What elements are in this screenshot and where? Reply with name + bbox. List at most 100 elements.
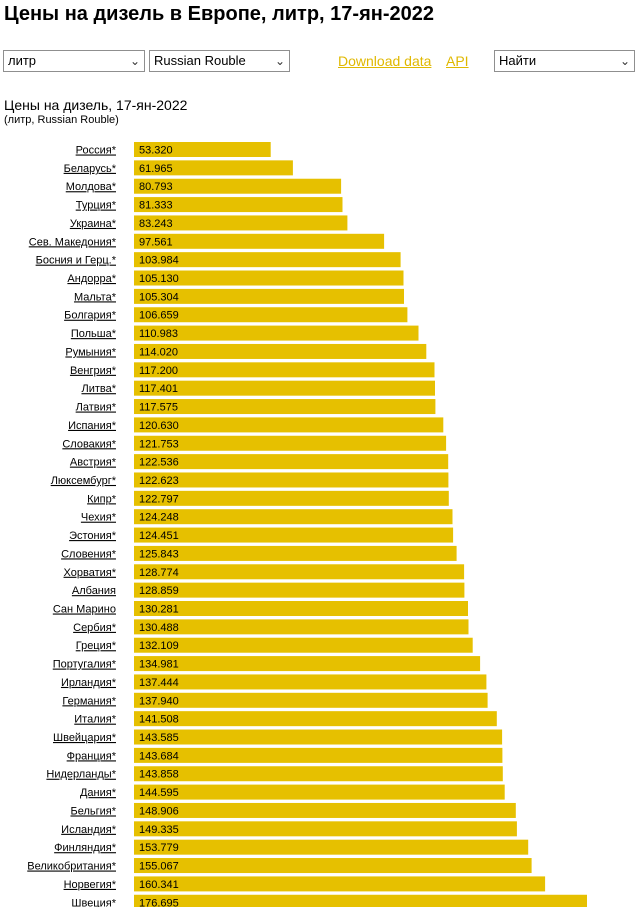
bar: [134, 692, 488, 708]
category-label[interactable]: Румыния*: [65, 346, 116, 358]
category-label[interactable]: Дания*: [80, 787, 117, 799]
category-label[interactable]: Чехия*: [81, 512, 117, 524]
bar: [134, 784, 505, 800]
bar-chart: Россия* 53.320 Беларусь* 61.965 Молдова* 80.7…: [27, 142, 587, 907]
bar: [134, 160, 293, 176]
value-label: 81.333: [139, 200, 173, 212]
bar: [134, 178, 342, 194]
bar: [134, 417, 444, 433]
category-label[interactable]: Босния и Герц.*: [36, 255, 117, 267]
category-label[interactable]: Венгрия*: [70, 365, 117, 377]
category-label[interactable]: Сербия*: [73, 622, 117, 634]
bar: [134, 362, 435, 378]
bar: [134, 215, 348, 231]
bar: [134, 766, 503, 782]
bar: [134, 270, 404, 286]
bar: [134, 197, 343, 213]
currency-select-value: Russian Rouble: [154, 53, 246, 68]
currency-select[interactable]: Russian Rouble ⌄: [149, 50, 290, 72]
category-label[interactable]: Люксембург*: [51, 475, 117, 487]
category-label[interactable]: Литва*: [81, 383, 116, 395]
value-label: 80.793: [139, 181, 173, 193]
bar: [134, 858, 532, 874]
category-label[interactable]: Бельгия*: [70, 805, 116, 817]
category-label[interactable]: Латвия*: [76, 402, 117, 414]
value-label: 130.281: [139, 604, 179, 616]
category-label[interactable]: Нидерланды*: [46, 769, 116, 781]
bar: [134, 490, 449, 506]
bar: [134, 619, 469, 635]
value-label: 106.659: [139, 310, 179, 322]
category-label[interactable]: Турция*: [76, 200, 117, 212]
category-label[interactable]: Сан Марино: [53, 604, 116, 616]
bar: [134, 399, 436, 415]
value-label: 148.906: [139, 805, 179, 817]
category-label[interactable]: Норвегия*: [64, 879, 117, 891]
category-label[interactable]: Франция*: [67, 750, 117, 762]
category-label[interactable]: Ирландия*: [61, 677, 117, 689]
bar: [134, 343, 427, 359]
bar: [134, 601, 468, 616]
value-label: 176.695: [139, 897, 179, 907]
value-label: 124.248: [139, 512, 179, 524]
value-label: 103.984: [139, 255, 179, 267]
bar: [134, 233, 385, 249]
category-label[interactable]: Мальта*: [74, 291, 117, 303]
bar: [134, 656, 481, 672]
category-label[interactable]: Сев. Македония*: [29, 236, 117, 248]
chart-subtitle: (литр, Russian Rouble): [4, 114, 119, 126]
category-label[interactable]: Эстония*: [69, 530, 117, 542]
category-label[interactable]: Молдова*: [66, 181, 117, 193]
category-label[interactable]: Швеция*: [71, 897, 116, 907]
category-label[interactable]: Великобритания*: [27, 861, 116, 873]
value-label: 117.401: [139, 383, 178, 395]
category-label[interactable]: Исландия*: [61, 824, 117, 836]
value-label: 137.444: [139, 677, 179, 689]
category-label[interactable]: Словения*: [61, 548, 117, 560]
category-label[interactable]: Беларусь*: [64, 163, 117, 175]
bar: [134, 142, 271, 157]
category-label[interactable]: Португалия*: [53, 659, 117, 671]
category-label[interactable]: Германия*: [62, 695, 116, 707]
category-label[interactable]: Финляндия*: [54, 842, 117, 854]
download-data-link[interactable]: Download data: [338, 53, 432, 69]
value-label: 114.020: [139, 346, 178, 358]
find-select[interactable]: Найти ⌄: [494, 50, 635, 72]
bar: [134, 545, 457, 561]
category-label[interactable]: Италия*: [74, 714, 116, 726]
bar: [134, 472, 449, 488]
value-label: 120.630: [139, 420, 179, 432]
category-label[interactable]: Андорра*: [67, 273, 116, 285]
category-label[interactable]: Австрия*: [70, 457, 117, 469]
category-label[interactable]: Швейцария*: [53, 732, 117, 744]
bar: [134, 454, 449, 470]
unit-select[interactable]: литр ⌄: [3, 50, 145, 72]
category-label[interactable]: Украина*: [70, 218, 117, 230]
category-label[interactable]: Россия*: [76, 145, 117, 157]
value-label: 130.488: [139, 622, 179, 634]
category-label[interactable]: Испания*: [68, 420, 117, 432]
value-label: 122.536: [139, 457, 179, 469]
value-label: 160.341: [139, 879, 179, 891]
value-label: 124.451: [139, 530, 179, 542]
api-link[interactable]: API: [446, 53, 469, 69]
value-label: 144.595: [139, 787, 179, 799]
bar: [134, 711, 497, 727]
category-label[interactable]: Польша*: [71, 328, 117, 340]
value-label: 143.585: [139, 732, 179, 744]
bar: [134, 564, 465, 580]
category-label[interactable]: Словакия*: [62, 438, 116, 450]
value-label: 143.858: [139, 769, 179, 781]
category-label[interactable]: Болгария*: [64, 310, 117, 322]
category-label[interactable]: Хорватия*: [64, 567, 117, 579]
category-label[interactable]: Кипр*: [87, 493, 117, 505]
value-label: 61.965: [139, 163, 173, 175]
category-label[interactable]: Греция*: [76, 640, 117, 652]
bar: [134, 380, 435, 396]
bar: [134, 821, 517, 837]
value-label: 125.843: [139, 548, 179, 560]
value-label: 155.067: [139, 861, 179, 873]
bar: [134, 509, 453, 525]
chevron-down-icon: ⌄: [619, 54, 630, 68]
category-label[interactable]: Албания: [72, 585, 116, 597]
